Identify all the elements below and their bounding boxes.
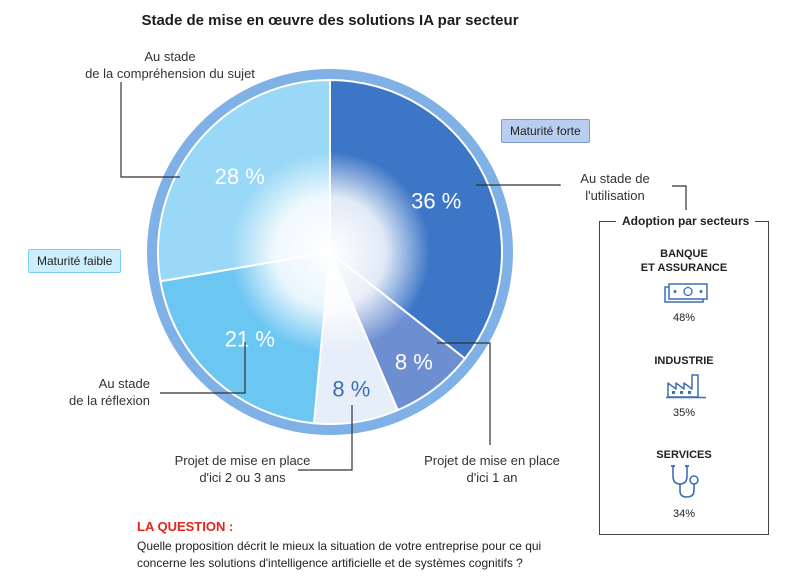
question-label: LA QUESTION : <box>137 519 234 534</box>
leader-utilisation-box <box>672 185 687 210</box>
sector-name-services: SERVICES <box>656 449 712 461</box>
callout-reflexion: Au stade de la réflexion <box>69 376 150 408</box>
pie-center-glow <box>230 152 430 352</box>
chart-title: Stade de mise en œuvre des solutions IA … <box>141 12 519 29</box>
stethoscope-icon <box>671 465 699 498</box>
callout-projet-2-3: Projet de mise en place d'ici 2 ou 3 ans <box>174 453 311 485</box>
maturity-low-badge: Maturité faible <box>28 249 122 273</box>
factory-icon <box>666 374 706 399</box>
leader-utilisation <box>476 184 561 186</box>
sector-pct-industrie: 35% <box>672 407 696 419</box>
sector-name-banque: BANQUE ET ASSURANCE <box>640 248 728 274</box>
pie-slice-label-0: 36 % <box>411 189 461 214</box>
callout-projet-1: Projet de mise en place d'ici 1 an <box>424 453 560 485</box>
banknote-icon <box>664 283 708 303</box>
pie-slice-label-1: 8 % <box>395 350 433 375</box>
leader-projet-2-3 <box>298 405 353 471</box>
leader-projet-1 <box>437 342 491 445</box>
sector-pct-services: 34% <box>672 508 696 520</box>
pie-slice-label-3: 21 % <box>225 327 275 352</box>
callout-utilisation: Au stade de l'utilisation <box>580 171 650 203</box>
sector-pct-banque: 48% <box>672 312 696 324</box>
leader-reflexion <box>160 342 246 394</box>
leader-comprehension <box>120 82 180 178</box>
pie-slice-label-2: 8 % <box>332 376 370 401</box>
question-text: Quelle proposition décrit le mieux la si… <box>137 539 542 570</box>
sector-name-industrie: INDUSTRIE <box>654 355 714 367</box>
pie-slice-label-4: 28 % <box>215 164 265 189</box>
adoption-title: Adoption par secteurs <box>616 214 756 228</box>
maturity-high-badge: Maturité forte <box>501 119 590 143</box>
callout-comprehension: Au stade de la compréhension du sujet <box>85 49 255 81</box>
